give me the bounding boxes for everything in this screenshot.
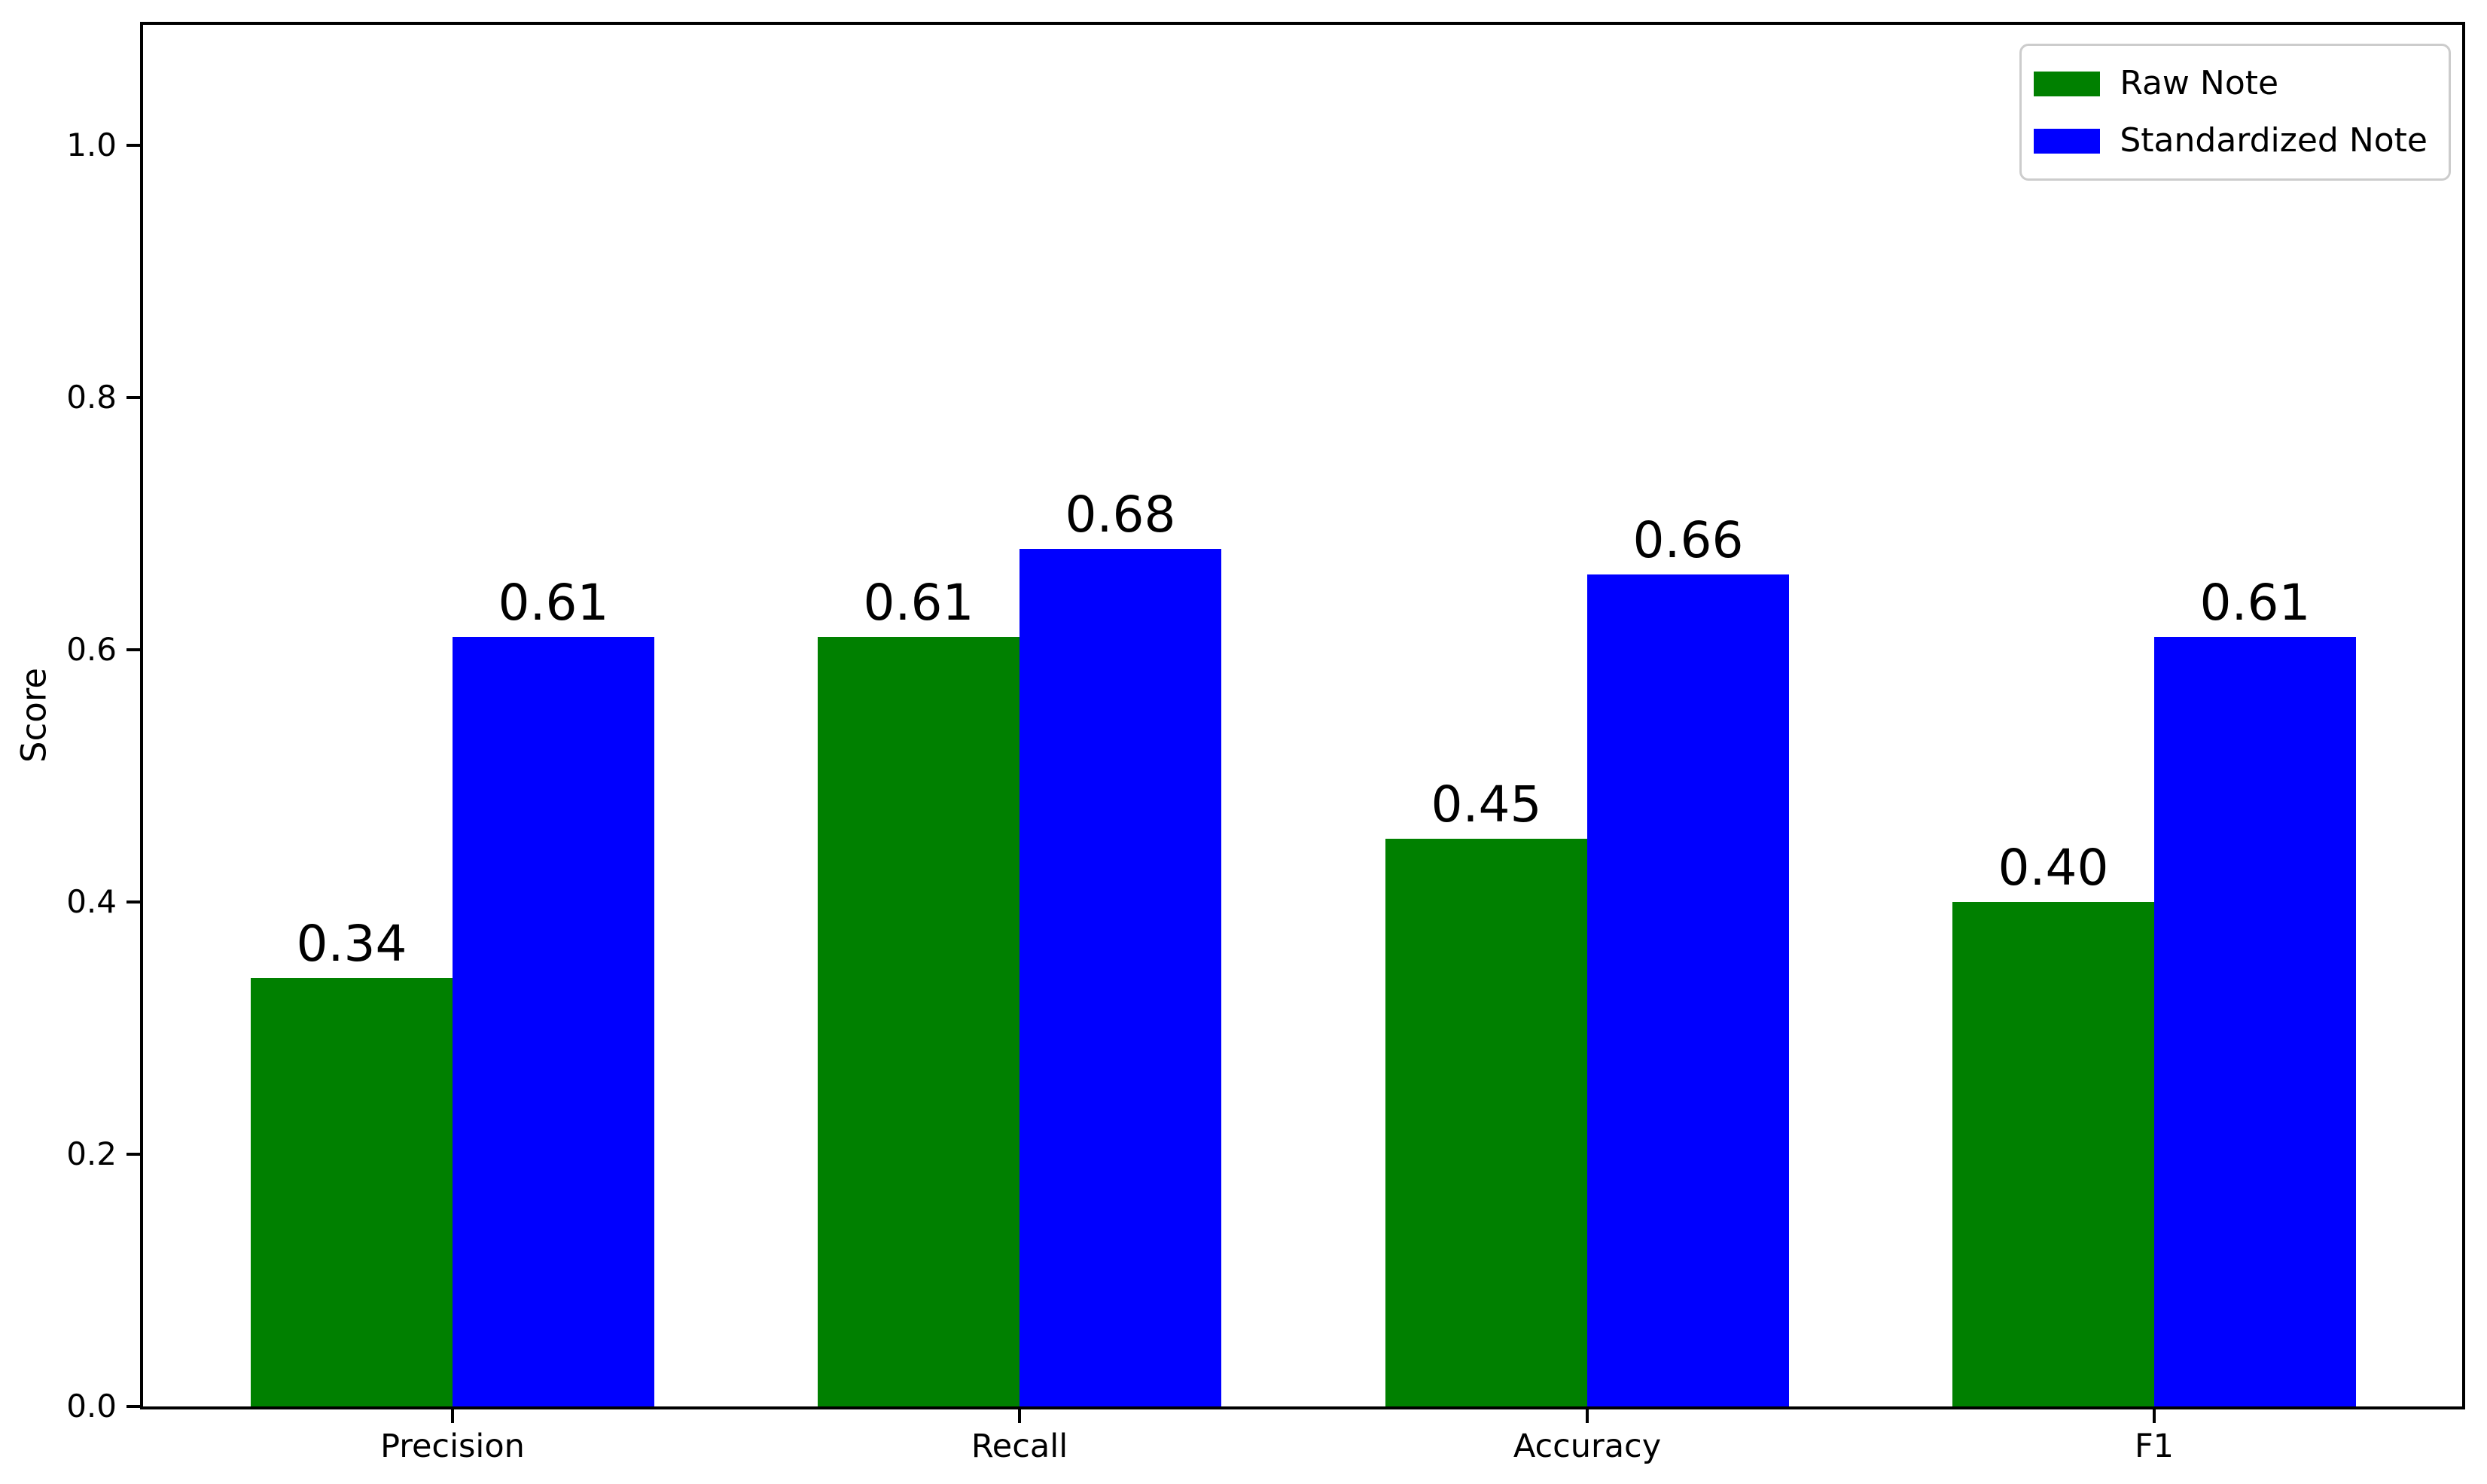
y-tick-label: 0.8	[66, 379, 117, 416]
legend-row: Standardized Note	[2034, 123, 2428, 159]
bar-value-label: 0.45	[1431, 776, 1542, 834]
bar-value-label: 0.40	[1998, 839, 2109, 897]
bar-value-label: 0.61	[2199, 574, 2311, 632]
legend: Raw Note Standardized Note	[2019, 44, 2451, 181]
bar-value-label: 0.61	[863, 574, 974, 632]
bar-value-label: 0.61	[498, 574, 609, 632]
legend-label: Standardized Note	[2120, 121, 2428, 160]
x-tick-mark	[1586, 1409, 1589, 1423]
x-tick-mark	[451, 1409, 454, 1423]
y-tick-label: 1.0	[66, 126, 117, 163]
y-tick-mark	[126, 900, 140, 904]
y-tick-mark	[126, 1405, 140, 1408]
legend-swatch-raw-note	[2034, 71, 2101, 96]
y-tick-mark	[126, 1153, 140, 1156]
legend-swatch-standardized-note	[2034, 128, 2101, 154]
y-tick-mark	[126, 396, 140, 399]
bar-value-label: 0.66	[1632, 510, 1744, 569]
bar-standardized-note-accuracy	[1587, 574, 1789, 1406]
bar-raw-note-f1	[1952, 902, 2154, 1406]
y-tick-label: 0.2	[66, 1135, 117, 1172]
x-tick-mark	[1018, 1409, 1021, 1423]
y-tick-label: 0.4	[66, 883, 117, 920]
x-tick-label-f1: F1	[2134, 1428, 2175, 1465]
legend-label: Raw Note	[2120, 64, 2279, 102]
bar-standardized-note-recall	[1019, 549, 1221, 1406]
x-tick-label-recall: Recall	[971, 1428, 1068, 1465]
bar-raw-note-precision	[251, 977, 453, 1406]
y-axis-title: Score	[14, 667, 54, 763]
plot-area: Raw Note Standardized Note 0.0 0.2 0.4 0.6 0.…	[66, 22, 2465, 1463]
bar-raw-note-accuracy	[1385, 839, 1587, 1406]
y-tick-label: 0.6	[66, 631, 117, 668]
y-tick-mark	[126, 648, 140, 651]
x-tick-label-accuracy: Accuracy	[1513, 1428, 1662, 1465]
bar-value-label: 0.34	[296, 914, 407, 973]
legend-row: Raw Note	[2034, 66, 2428, 102]
bar-standardized-note-precision	[453, 637, 654, 1406]
y-tick-mark	[126, 144, 140, 147]
x-tick-label-precision: Precision	[380, 1428, 525, 1465]
bar-value-label: 0.68	[1065, 486, 1176, 544]
bar-raw-note-recall	[818, 637, 1019, 1406]
y-tick-label: 0.0	[66, 1388, 117, 1425]
x-tick-mark	[2153, 1409, 2156, 1423]
bar-standardized-note-f1	[2154, 637, 2356, 1406]
